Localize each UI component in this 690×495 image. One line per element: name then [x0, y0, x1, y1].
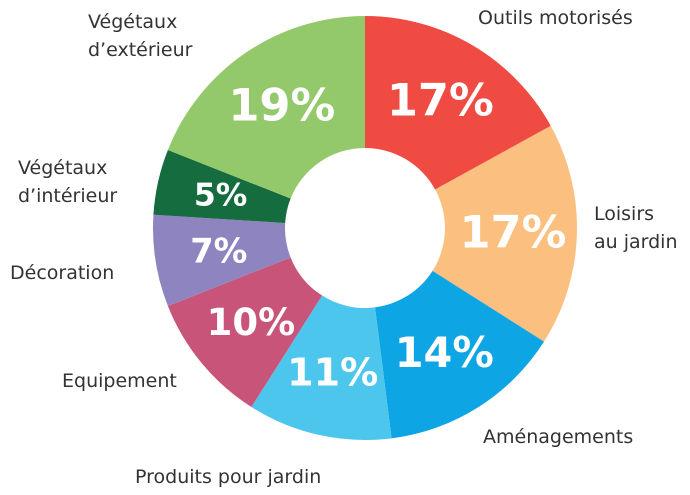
category-label: Loisirs au jardin: [594, 203, 678, 253]
value-label: 19%: [228, 80, 335, 132]
category-label: Aménagements: [483, 426, 634, 448]
value-label: 11%: [287, 350, 378, 394]
slice: [167, 16, 365, 199]
value-label: 14%: [395, 329, 494, 377]
slice: [251, 295, 392, 440]
category-label: Décoration: [10, 262, 115, 284]
category-label: Végétaux d’extérieur: [88, 11, 193, 61]
category-label: Végétaux d’intérieur: [18, 157, 118, 207]
category-label: Produits pour jardin: [135, 466, 322, 488]
category-label: Outils motorisés: [478, 7, 633, 29]
slice: [432, 125, 577, 342]
slice: [375, 270, 544, 439]
slice: [365, 16, 551, 190]
category-label: Equipement: [62, 370, 177, 392]
slice: [153, 214, 291, 307]
value-label: 5%: [194, 178, 247, 214]
value-label: 17%: [459, 207, 566, 259]
value-label: 17%: [387, 75, 494, 127]
value-label: 10%: [207, 301, 296, 344]
slice: [153, 149, 291, 223]
slice: [167, 257, 323, 407]
value-label: 7%: [190, 232, 247, 271]
